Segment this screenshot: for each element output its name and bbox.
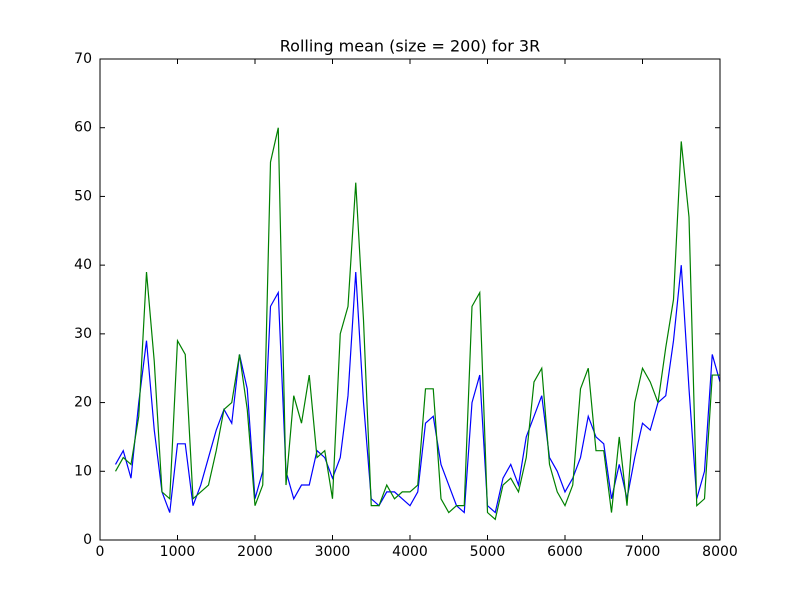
y-tick-label: 50 <box>74 188 92 204</box>
x-tick-label: 5000 <box>470 544 506 560</box>
x-tick-label: 1000 <box>160 544 196 560</box>
x-tick-label: 3000 <box>315 544 351 560</box>
chart-title: Rolling mean (size = 200) for 3R <box>280 37 540 56</box>
y-tick-label: 30 <box>74 326 92 342</box>
x-tick-label: 7000 <box>625 544 661 560</box>
x-tick-label: 4000 <box>392 544 428 560</box>
x-tick-label: 8000 <box>702 544 738 560</box>
y-tick-label: 40 <box>74 257 92 273</box>
y-tick-label: 20 <box>74 395 92 411</box>
x-tick-label: 6000 <box>547 544 583 560</box>
y-tick-label: 0 <box>83 532 92 548</box>
y-tick-label: 60 <box>74 120 92 136</box>
data-line <box>114 127 720 521</box>
x-tick-label: 0 <box>96 544 105 560</box>
y-tick-label: 70 <box>74 51 92 67</box>
x-tick-label: 2000 <box>237 544 273 560</box>
y-tick-label: 10 <box>74 463 92 479</box>
data-line <box>114 265 721 514</box>
